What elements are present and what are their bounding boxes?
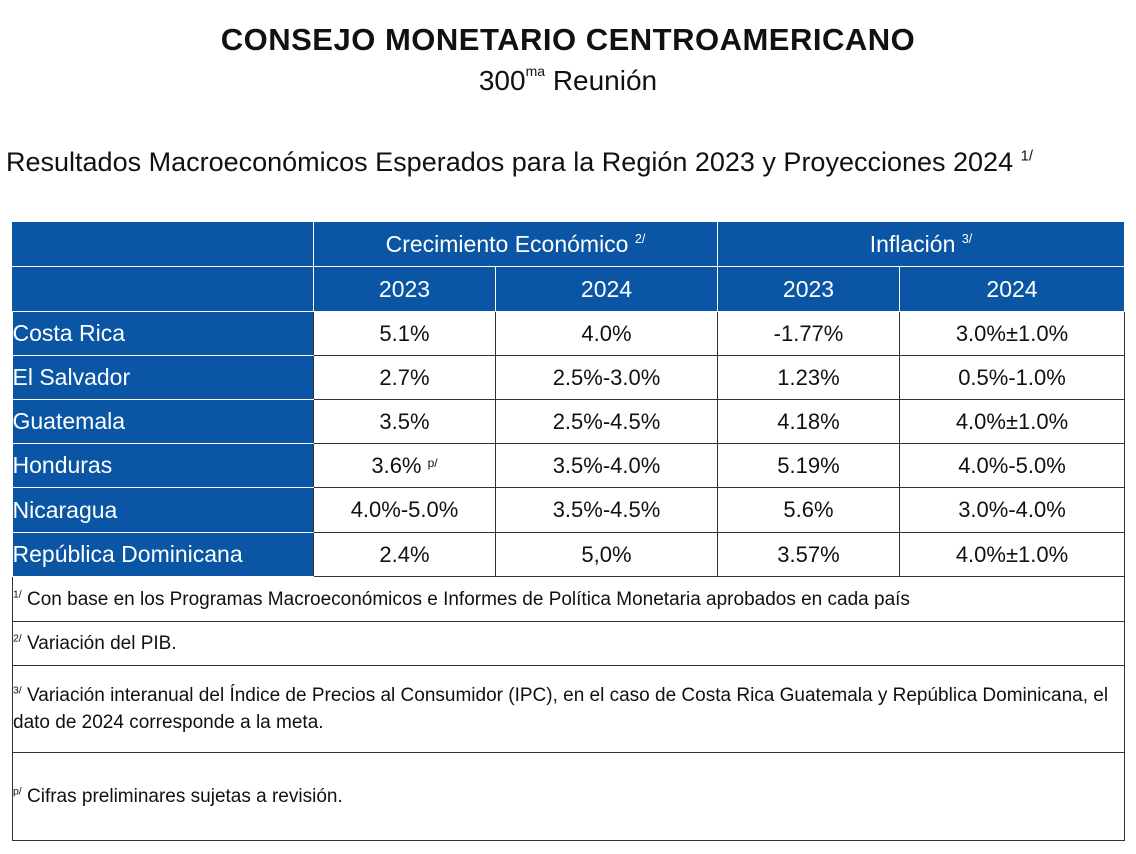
footnote-row: 3/ Variación interanual del Índice de Pr…: [11, 665, 1126, 753]
table-year-header-row: 2023 2024 2023 2024: [12, 266, 1126, 312]
footnote-mark: 3/: [13, 685, 22, 697]
meeting-ordinal-suffix: ma: [525, 63, 546, 79]
year-header-inflation-2024: 2024: [898, 266, 1126, 312]
footnote-text: Variación interanual del Índice de Preci…: [13, 685, 1109, 733]
growth-2023-value: 3.6%: [371, 452, 422, 478]
growth-group-header: Crecimiento Económico 2/: [313, 221, 718, 267]
inflation-group-note-mark: 3/: [961, 231, 973, 246]
country-name: El Salvador: [12, 355, 314, 400]
table-corner-cell: [12, 266, 314, 312]
growth-2024-cell: 3.5%-4.5%: [495, 487, 718, 533]
table-row: Nicaragua 4.0%-5.0% 3.5%-4.5% 5.6% 3.0%-…: [12, 487, 1126, 533]
inflation-2023-cell: 5.6%: [717, 487, 900, 533]
growth-group-label: Crecimiento Económico: [385, 230, 629, 257]
inflation-2023-cell: -1.77%: [717, 311, 900, 356]
meeting-word: Reunión: [552, 65, 658, 96]
inflation-2023-cell: 4.18%: [717, 399, 900, 444]
country-name: República Dominicana: [12, 532, 314, 577]
inflation-2024-cell: 3.0%-4.0%: [898, 487, 1126, 533]
footnote-text: Variación del PIB.: [27, 633, 177, 654]
preliminary-mark: p/: [427, 455, 438, 470]
footnote-row: 1/ Con base en los Programas Macroeconóm…: [11, 576, 1126, 622]
inflation-2024-cell: 4.0%-5.0%: [898, 443, 1126, 488]
growth-2023-cell: 3.6% p/: [313, 443, 496, 488]
country-name: Nicaragua: [12, 487, 314, 533]
table-row: Costa Rica 5.1% 4.0% -1.77% 3.0%±1.0%: [12, 311, 1126, 356]
footnote-p: p/ Cifras preliminares sujetas a revisió…: [11, 752, 1126, 841]
inflation-2024-cell: 3.0%±1.0%: [898, 311, 1126, 356]
footnote-2: 2/ Variación del PIB.: [11, 621, 1126, 666]
footnote-text: Con base en los Programas Macroeconómico…: [27, 588, 910, 610]
growth-2023-cell: 2.4%: [313, 532, 496, 577]
country-name: Honduras: [12, 443, 314, 488]
report-title-text: Resultados Macroeconómicos Esperados par…: [6, 147, 1014, 177]
inflation-2024-cell: 0.5%-1.0%: [898, 355, 1126, 400]
growth-2024-cell: 3.5%-4.0%: [495, 443, 718, 488]
footnote-row: p/ Cifras preliminares sujetas a revisió…: [11, 752, 1126, 841]
meeting-title: 300ma Reunión: [0, 64, 1136, 98]
inflation-2023-cell: 1.23%: [717, 355, 900, 400]
growth-2023-cell: 4.0%-5.0%: [313, 487, 496, 533]
footnote-mark: 1/: [13, 589, 22, 601]
table-corner-cell: [12, 221, 314, 267]
growth-2023-cell: 3.5%: [313, 399, 496, 444]
footnote-mark: 2/: [13, 633, 22, 645]
growth-2024-cell: 5,0%: [495, 532, 718, 577]
growth-2023-cell: 2.7%: [313, 355, 496, 400]
macro-results-table: Crecimiento Económico 2/ Inflación 3/ 20…: [11, 221, 1126, 841]
table-row: Honduras 3.6% p/ 3.5%-4.0% 5.19% 4.0%-5.…: [12, 443, 1126, 488]
footnote-row: 2/ Variación del PIB.: [11, 621, 1126, 666]
report-title: Resultados Macroeconómicos Esperados par…: [6, 145, 1131, 179]
country-name: Guatemala: [12, 399, 314, 444]
growth-group-note-mark: 2/: [634, 231, 646, 246]
growth-2023-cell: 5.1%: [313, 311, 496, 356]
footnote-text: Cifras preliminares sujetas a revisión.: [27, 786, 343, 807]
inflation-2023-cell: 3.57%: [717, 532, 900, 577]
organization-title: CONSEJO MONETARIO CENTROAMERICANO: [220, 22, 916, 57]
year-header-growth-2024: 2024: [495, 266, 718, 312]
meeting-number: 300: [478, 65, 526, 96]
footnote-1: 1/ Con base en los Programas Macroeconóm…: [11, 576, 1126, 622]
growth-2024-cell: 4.0%: [495, 311, 718, 356]
country-name: Costa Rica: [12, 311, 314, 356]
growth-2024-cell: 2.5%-3.0%: [495, 355, 718, 400]
footnote-mark: p/: [13, 786, 22, 798]
inflation-2023-cell: 5.19%: [717, 443, 900, 488]
inflation-group-header: Inflación 3/: [716, 221, 1126, 267]
year-header-inflation-2023: 2023: [717, 266, 900, 312]
inflation-group-label: Inflación: [869, 230, 956, 257]
table-row: República Dominicana 2.4% 5,0% 3.57% 4.0…: [12, 532, 1126, 577]
table-row: Guatemala 3.5% 2.5%-4.5% 4.18% 4.0%±1.0%: [12, 399, 1126, 444]
table-row: El Salvador 2.7% 2.5%-3.0% 1.23% 0.5%-1.…: [12, 355, 1126, 400]
growth-2024-cell: 2.5%-4.5%: [495, 399, 718, 444]
inflation-2024-cell: 4.0%±1.0%: [898, 532, 1126, 577]
report-title-note-mark: 1/: [1020, 148, 1033, 165]
footnote-3: 3/ Variación interanual del Índice de Pr…: [11, 665, 1126, 753]
year-header-growth-2023: 2023: [313, 266, 496, 312]
inflation-2024-cell: 4.0%±1.0%: [898, 399, 1126, 444]
table-group-header-row: Crecimiento Económico 2/ Inflación 3/: [12, 221, 1126, 267]
